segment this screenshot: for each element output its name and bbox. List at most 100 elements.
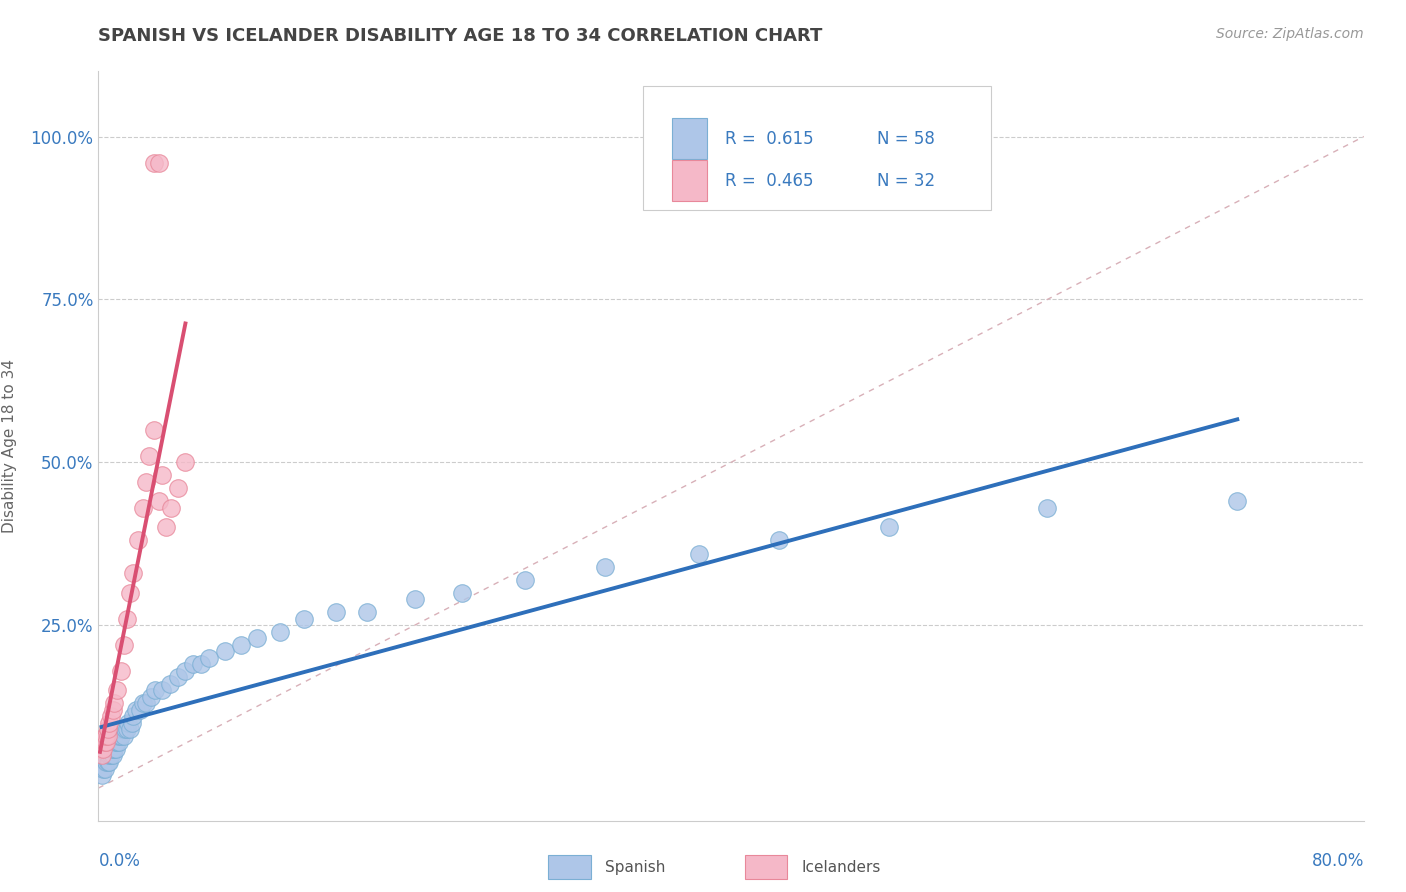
Point (110, 729, 132, 743)
Point (98, 748, 121, 763)
Point (103, 735, 125, 749)
Text: Source: ZipAtlas.com: Source: ZipAtlas.com (1216, 27, 1364, 41)
Text: R =  0.615: R = 0.615 (725, 130, 814, 148)
Point (1036, 500, 1059, 515)
Y-axis label: Disability Age 18 to 34: Disability Age 18 to 34 (1, 359, 17, 533)
Point (155, 520, 177, 534)
Point (107, 729, 129, 743)
Point (292, 612, 315, 626)
Point (135, 697, 157, 711)
Point (107, 735, 129, 749)
Point (100, 742, 122, 756)
Point (103, 697, 125, 711)
Text: R =  0.465: R = 0.465 (725, 171, 813, 190)
Point (117, 715, 139, 730)
Point (166, 481, 188, 495)
Point (110, 664, 132, 678)
Point (150, 468, 173, 483)
Text: Spanish: Spanish (605, 860, 665, 874)
Point (174, 664, 197, 678)
Point (166, 670, 188, 684)
Point (97, 748, 120, 763)
Point (515, 573, 537, 587)
Point (101, 748, 124, 763)
Point (121, 715, 143, 730)
Point (104, 742, 127, 756)
Point (229, 638, 252, 652)
Bar (672, 119, 707, 160)
Point (98, 715, 121, 730)
Point (132, 500, 155, 515)
Point (198, 650, 221, 665)
Point (768, 533, 790, 548)
Point (1226, 494, 1249, 508)
Point (90, 748, 112, 763)
Point (115, 723, 138, 737)
Point (120, 585, 141, 599)
Point (190, 657, 212, 672)
Point (103, 742, 125, 756)
Point (125, 703, 148, 717)
Point (159, 677, 181, 691)
Point (101, 703, 124, 717)
Point (138, 449, 160, 463)
Text: Icelanders: Icelanders (801, 860, 880, 874)
Point (96, 729, 118, 743)
Point (122, 709, 145, 723)
Point (96, 735, 118, 749)
Point (269, 624, 291, 639)
Point (877, 520, 900, 534)
Point (142, 155, 165, 169)
Point (132, 697, 155, 711)
Point (128, 703, 150, 717)
Point (145, 683, 166, 698)
Point (97, 729, 120, 743)
Point (148, 155, 170, 169)
Point (93, 729, 117, 743)
Point (96, 755, 118, 769)
Point (93, 735, 117, 749)
Point (114, 723, 136, 737)
Text: 80.0%: 80.0% (1312, 852, 1364, 870)
Point (98, 755, 121, 769)
Point (100, 709, 122, 723)
Point (93, 762, 117, 776)
Point (150, 683, 173, 698)
Point (108, 729, 131, 743)
Point (148, 494, 170, 508)
Text: 0.0%: 0.0% (98, 852, 141, 870)
Point (91, 762, 114, 776)
Point (111, 723, 134, 737)
Bar (672, 160, 707, 202)
Point (142, 423, 165, 437)
Point (90, 768, 112, 782)
Text: N = 58: N = 58 (877, 130, 935, 148)
Point (120, 723, 141, 737)
Point (108, 735, 131, 749)
Point (127, 533, 149, 548)
Point (112, 638, 135, 652)
Point (214, 644, 236, 658)
Point (104, 735, 127, 749)
Point (593, 559, 616, 574)
Point (91, 742, 114, 756)
Point (183, 657, 205, 672)
Point (100, 748, 122, 763)
Point (404, 592, 426, 607)
Point (112, 729, 135, 743)
Point (356, 605, 378, 619)
Point (97, 723, 120, 737)
Point (89, 742, 111, 756)
Point (135, 475, 157, 489)
Point (107, 683, 129, 698)
Point (451, 585, 474, 599)
Point (115, 612, 138, 626)
Point (325, 605, 347, 619)
FancyBboxPatch shape (643, 87, 990, 210)
Point (139, 690, 162, 704)
Point (160, 500, 183, 515)
Point (122, 566, 145, 580)
Point (101, 742, 124, 756)
Point (688, 547, 710, 561)
Point (246, 631, 269, 645)
